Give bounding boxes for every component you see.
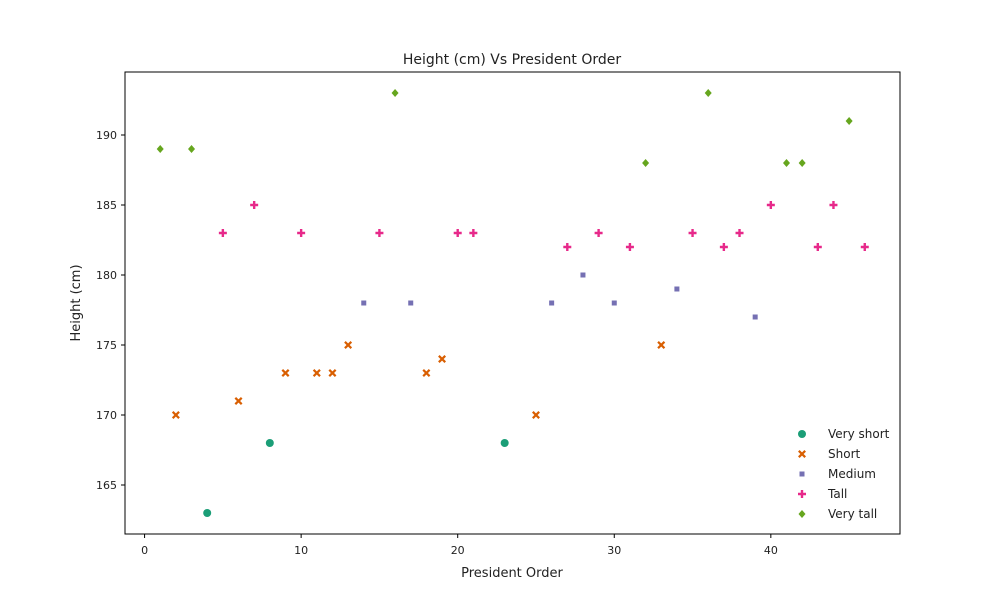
data-point	[642, 159, 650, 167]
data-point	[203, 509, 212, 517]
x-tick-label: 40	[764, 544, 778, 557]
legend-label: Short	[828, 447, 860, 461]
data-point	[829, 201, 838, 209]
legend-marker	[799, 471, 805, 477]
legend-label: Very tall	[828, 507, 877, 521]
legend-label: Very short	[828, 427, 890, 441]
data-point	[188, 145, 196, 153]
data-point	[453, 229, 462, 237]
x-tick-label: 20	[451, 544, 465, 557]
y-tick-label: 190	[96, 129, 117, 142]
data-point	[361, 300, 367, 306]
y-axis-label: Height (cm)	[69, 264, 84, 341]
y-tick-label: 175	[96, 339, 117, 352]
data-point	[218, 229, 227, 237]
x-axis-label: President Order	[461, 566, 563, 581]
data-point	[375, 229, 384, 237]
data-point	[782, 159, 790, 167]
data-point	[625, 243, 634, 251]
data-point	[171, 411, 180, 419]
y-tick-label: 170	[96, 409, 117, 422]
data-point	[438, 355, 447, 363]
data-point	[344, 341, 353, 349]
data-point	[752, 314, 758, 320]
data-point	[328, 369, 337, 377]
x-tick-label: 0	[141, 544, 148, 557]
y-axis-ticks: 165 170 175 180 185 190	[96, 129, 125, 492]
data-point	[297, 229, 306, 237]
data-point	[500, 439, 509, 447]
legend-marker	[798, 490, 806, 498]
data-point	[532, 411, 540, 419]
data-point	[674, 286, 680, 292]
data-points	[156, 89, 869, 517]
x-axis-ticks: 0 10 20 30 40	[141, 534, 778, 557]
y-tick-label: 185	[96, 199, 117, 212]
legend-label: Medium	[828, 467, 876, 481]
data-point	[860, 243, 869, 251]
data-point	[156, 145, 164, 153]
data-point	[391, 89, 399, 97]
data-point	[312, 369, 321, 377]
x-tick-label: 30	[607, 544, 621, 557]
data-point	[688, 229, 697, 237]
data-point	[281, 369, 290, 377]
data-point	[422, 369, 431, 377]
data-point	[594, 229, 603, 237]
data-point	[549, 300, 555, 306]
data-point	[250, 201, 259, 209]
data-point	[735, 229, 744, 237]
data-point	[657, 341, 666, 349]
legend-marker	[798, 510, 806, 518]
data-point	[563, 243, 572, 251]
legend-marker	[798, 430, 806, 438]
x-tick-label: 10	[294, 544, 308, 557]
data-point	[234, 397, 243, 405]
legend: Very short Short Medium Tall Very tall	[798, 427, 890, 521]
plot-frame	[124, 71, 901, 535]
data-point	[766, 201, 775, 209]
data-point	[845, 117, 853, 125]
data-point	[408, 300, 414, 306]
data-point	[611, 300, 617, 306]
data-point	[704, 89, 712, 97]
data-point	[813, 243, 822, 251]
data-point	[798, 159, 806, 167]
legend-label: Tall	[827, 487, 847, 501]
legend-marker	[798, 450, 806, 458]
y-tick-label: 180	[96, 269, 117, 282]
data-point	[265, 439, 274, 447]
data-point	[719, 243, 728, 251]
y-tick-label: 165	[96, 479, 117, 492]
data-point	[580, 272, 586, 278]
data-point	[469, 229, 478, 237]
chart-title: Height (cm) Vs President Order	[403, 52, 622, 68]
